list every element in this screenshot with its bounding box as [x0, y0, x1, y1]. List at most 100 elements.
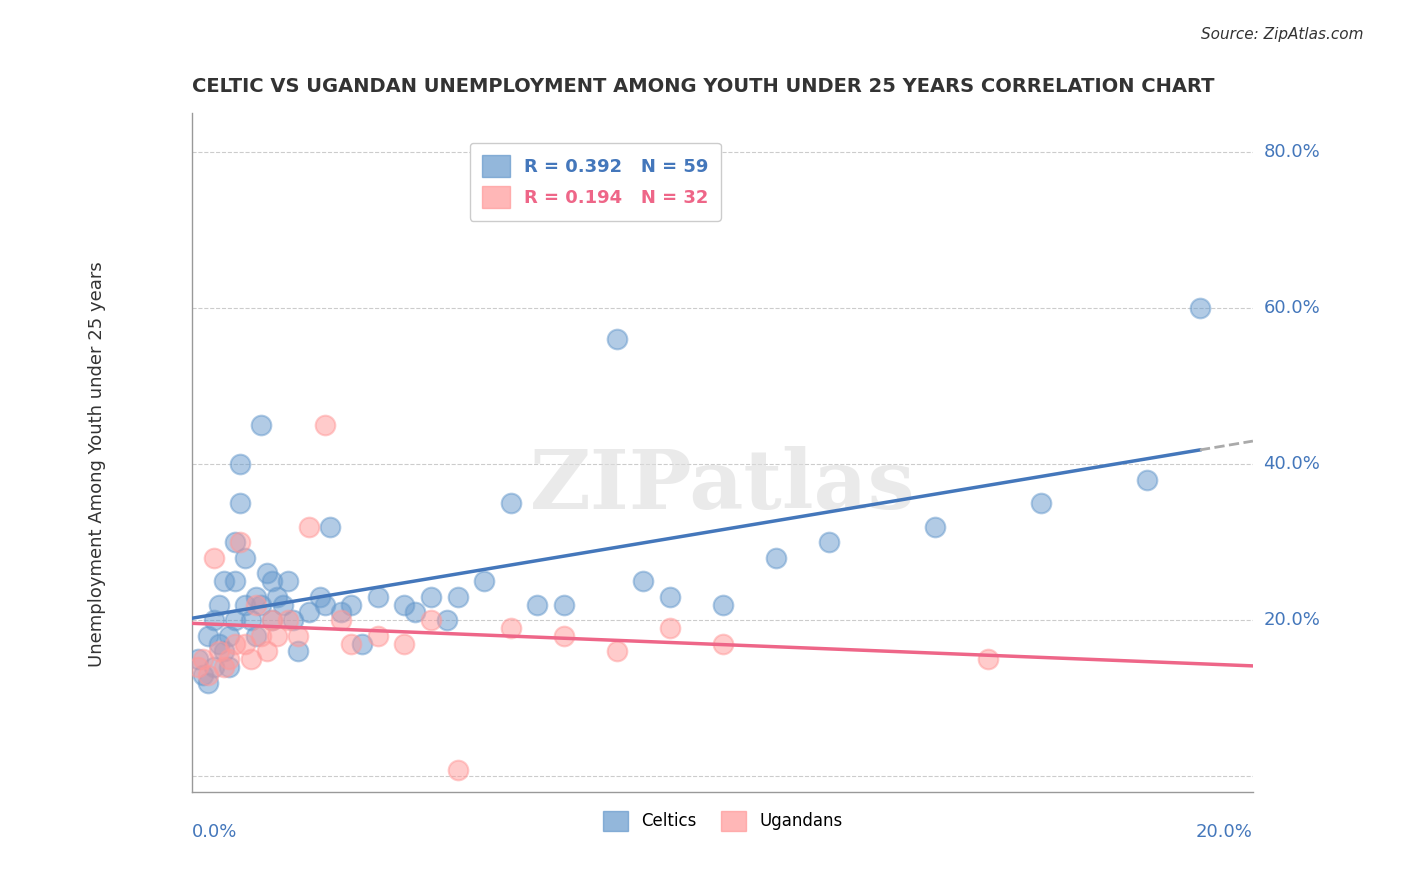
Point: [367, 590, 389, 604]
Point: [340, 598, 363, 612]
Point: [191, 652, 214, 666]
Point: [250, 629, 273, 643]
Point: [287, 629, 309, 643]
Point: [224, 636, 246, 650]
Point: [308, 590, 330, 604]
Point: [260, 574, 283, 589]
Point: [340, 636, 363, 650]
Point: [420, 590, 443, 604]
Point: [197, 667, 219, 681]
Point: [765, 550, 787, 565]
Point: [218, 652, 240, 666]
Point: [260, 613, 283, 627]
Point: [256, 566, 278, 581]
Point: [212, 660, 235, 674]
Point: [658, 590, 681, 604]
Point: [191, 667, 214, 681]
Point: [526, 598, 548, 612]
Point: [319, 519, 342, 533]
Text: CELTIC VS UGANDAN UNEMPLOYMENT AMONG YOUTH UNDER 25 YEARS CORRELATION CHART: CELTIC VS UGANDAN UNEMPLOYMENT AMONG YOU…: [193, 78, 1215, 96]
Point: [277, 613, 299, 627]
Point: [224, 613, 246, 627]
Point: [329, 606, 352, 620]
Point: [187, 652, 209, 666]
Text: 20.0%: 20.0%: [1264, 611, 1320, 629]
Point: [658, 621, 681, 635]
Point: [224, 535, 246, 549]
Point: [298, 606, 321, 620]
Point: [287, 644, 309, 658]
Point: [197, 629, 219, 643]
Point: [314, 598, 336, 612]
Point: [298, 519, 321, 533]
Point: [1188, 301, 1211, 316]
Point: [420, 613, 443, 627]
Point: [218, 660, 240, 674]
Point: [499, 621, 522, 635]
Legend: Celtics, Ugandans: Celtics, Ugandans: [596, 804, 849, 838]
Point: [446, 590, 468, 604]
Point: [197, 675, 219, 690]
Point: [208, 644, 231, 658]
Point: [239, 613, 262, 627]
Point: [250, 598, 273, 612]
Point: [187, 660, 209, 674]
Point: [394, 636, 416, 650]
Point: [256, 644, 278, 658]
Text: ZIPatlas: ZIPatlas: [530, 446, 915, 526]
Text: Source: ZipAtlas.com: Source: ZipAtlas.com: [1201, 27, 1364, 42]
Point: [499, 496, 522, 510]
Point: [631, 574, 654, 589]
Point: [553, 598, 575, 612]
Point: [404, 606, 426, 620]
Point: [553, 629, 575, 643]
Point: [239, 652, 262, 666]
Point: [202, 660, 225, 674]
Text: Unemployment Among Youth under 25 years: Unemployment Among Youth under 25 years: [89, 261, 105, 667]
Point: [606, 333, 628, 347]
Point: [235, 636, 257, 650]
Point: [235, 598, 257, 612]
Point: [235, 550, 257, 565]
Text: 80.0%: 80.0%: [1264, 144, 1320, 161]
Point: [446, 763, 468, 777]
Point: [245, 590, 267, 604]
Point: [277, 574, 299, 589]
Point: [212, 644, 235, 658]
Text: 20.0%: 20.0%: [1197, 823, 1253, 841]
Point: [314, 418, 336, 433]
Point: [367, 629, 389, 643]
Point: [394, 598, 416, 612]
Point: [1029, 496, 1052, 510]
Point: [352, 636, 374, 650]
Text: 0.0%: 0.0%: [193, 823, 238, 841]
Point: [218, 629, 240, 643]
Point: [212, 574, 235, 589]
Point: [977, 652, 1000, 666]
Point: [817, 535, 839, 549]
Point: [924, 519, 946, 533]
Point: [208, 636, 231, 650]
Text: 60.0%: 60.0%: [1264, 299, 1320, 318]
Point: [224, 574, 246, 589]
Point: [260, 613, 283, 627]
Point: [436, 613, 458, 627]
Point: [266, 629, 288, 643]
Point: [281, 613, 304, 627]
Point: [266, 590, 288, 604]
Point: [229, 535, 252, 549]
Point: [202, 613, 225, 627]
Point: [1136, 473, 1159, 487]
Point: [229, 496, 252, 510]
Text: 40.0%: 40.0%: [1264, 455, 1320, 473]
Point: [250, 418, 273, 433]
Point: [711, 598, 734, 612]
Point: [472, 574, 495, 589]
Point: [208, 598, 231, 612]
Point: [229, 457, 252, 471]
Point: [329, 613, 352, 627]
Point: [245, 629, 267, 643]
Point: [606, 644, 628, 658]
Point: [711, 636, 734, 650]
Point: [271, 598, 294, 612]
